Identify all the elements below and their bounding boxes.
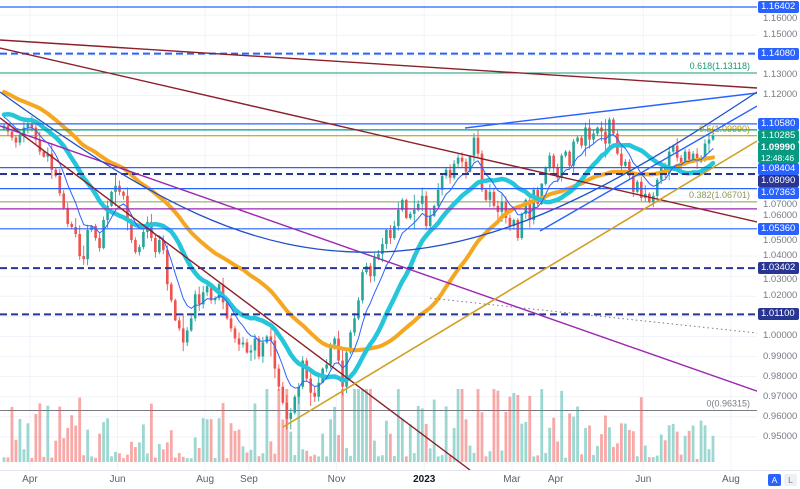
- curve-drawing: [0, 91, 757, 253]
- price-tick-label: 1.00000: [763, 330, 798, 342]
- price-chart-canvas[interactable]: 0.618(1.13118) 0.5(1.09990) 0.382(1.06701)…: [0, 0, 757, 470]
- price-level-badge: 1.01100: [758, 308, 799, 321]
- time-axis-label: Aug: [196, 474, 215, 485]
- price-level-badge: 1.08090: [758, 174, 799, 187]
- sma-cyan-line: [1, 111, 716, 383]
- time-axis-label: Jun: [635, 474, 652, 485]
- price-level-badge: 1.08404: [758, 162, 799, 175]
- price-tick-label: 1.12000: [763, 89, 798, 101]
- price-level-badge: 1.05360: [758, 222, 799, 235]
- fib-level-label: 0.618(1.13118): [690, 61, 750, 71]
- time-axis[interactable]: A L Apr Jun Aug Sep Nov 2023 Mar Apr Jun Aug: [0, 470, 800, 489]
- price-tick-label: 1.05000: [763, 234, 798, 246]
- horizontal-level-lines: [0, 6, 757, 316]
- log-scale-toggle[interactable]: L: [784, 474, 797, 486]
- price-tick-label: 1.15000: [763, 29, 798, 41]
- trendlines: [0, 39, 757, 470]
- price-axis[interactable]: 1.09990 12:48:46 1.16402 1.14080 1.10580 1.…: [757, 0, 800, 470]
- grid-lines: [0, 0, 757, 470]
- time-axis-label: Nov: [327, 474, 346, 485]
- auto-scale-toggle[interactable]: A: [768, 474, 781, 486]
- time-axis-label: Mar: [503, 474, 521, 485]
- countdown-timer: 12:48:46: [761, 152, 795, 163]
- price-tick-label: 0.98000: [763, 370, 798, 382]
- price-tick-label: 0.97000: [763, 390, 798, 402]
- price-level-badge: 1.03402: [758, 262, 799, 275]
- price-level-badge: 1.10580: [758, 117, 799, 130]
- time-axis-label: Aug: [722, 474, 740, 485]
- price-level-badge: 1.16402: [758, 0, 799, 13]
- time-axis-label: 2023: [413, 474, 436, 485]
- price-level-badge: 1.07363: [758, 186, 799, 199]
- price-tick-label: 0.96000: [763, 410, 798, 422]
- price-tick-label: 1.02000: [763, 290, 798, 302]
- price-tick-label: 1.04000: [763, 250, 798, 262]
- price-tick-label: 1.06000: [763, 209, 798, 221]
- current-price: 1.09990: [761, 141, 796, 153]
- time-axis-label: Sep: [240, 474, 258, 485]
- scale-toggles: A L: [768, 474, 797, 486]
- price-level-badge: 1.10285: [758, 129, 799, 142]
- fib-retracement-lines: [0, 72, 757, 411]
- price-tick-label: 1.16000: [763, 12, 798, 24]
- fib-labels: 0.618(1.13118) 0.5(1.09990) 0.382(1.06701)…: [689, 61, 750, 409]
- price-tick-label: 0.95000: [763, 430, 798, 442]
- volume-bars: [2, 389, 715, 462]
- price-level-badge: 1.14080: [758, 47, 799, 60]
- price-tick-label: 1.03000: [763, 274, 798, 286]
- time-axis-label: Apr: [547, 474, 564, 485]
- fib-level-label: 0(0.96315): [706, 399, 750, 409]
- ema-blue-line: [3, 116, 714, 389]
- fib-level-label: 0.5(1.09990): [699, 124, 750, 134]
- fib-level-label: 0.382(1.06701): [689, 190, 750, 200]
- price-tick-label: 1.13000: [763, 69, 798, 81]
- time-axis-label: Apr: [22, 474, 38, 485]
- current-price-badge: 1.09990 12:48:46: [758, 141, 799, 163]
- price-tick-label: 0.99000: [763, 350, 798, 362]
- time-axis-label: Jun: [109, 474, 126, 485]
- price-tick-label: 1.07000: [763, 198, 798, 210]
